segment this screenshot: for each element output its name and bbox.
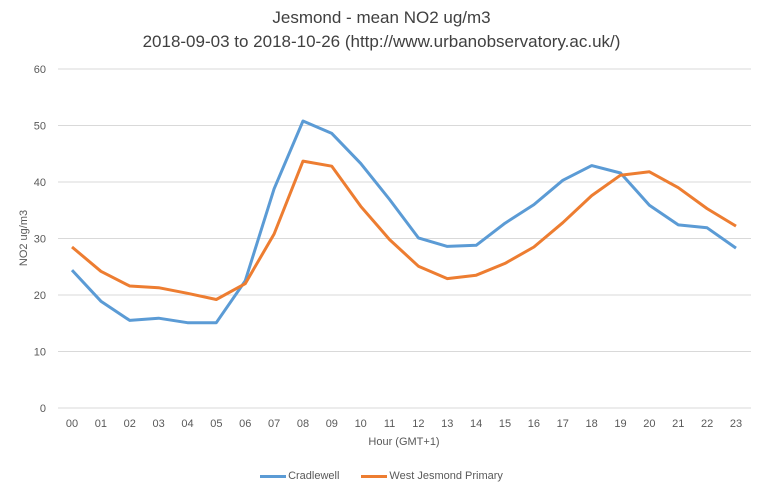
legend-swatch-west-jesmond-primary <box>361 474 388 478</box>
x-tick-label: 17 <box>557 418 569 430</box>
y-tick-label: 50 <box>34 121 46 133</box>
x-tick-label: 01 <box>95 418 107 430</box>
x-tick-label: 12 <box>412 418 424 430</box>
legend-label-west-jesmond-primary: West Jesmond Primary <box>389 470 503 482</box>
x-tick-label: 10 <box>355 418 367 430</box>
x-tick-label: 23 <box>730 418 742 430</box>
series-line-cradlewell <box>70 119 737 325</box>
x-tick-label: 02 <box>124 418 136 430</box>
x-tick-label: 06 <box>239 418 251 430</box>
x-tick-label: 00 <box>66 418 78 430</box>
legend-swatch-cradlewell <box>260 474 287 478</box>
gridlines <box>58 68 751 409</box>
y-tick-labels: 0 10 20 30 40 50 60 <box>34 64 46 415</box>
x-tick-label: 08 <box>297 418 309 430</box>
x-tick-labels: 00 01 02 03 04 05 06 07 08 09 10 11 12 13 14 15 16 17 18 19… <box>66 418 742 430</box>
x-tick-label: 15 <box>499 418 511 430</box>
x-tick-label: 03 <box>152 418 164 430</box>
x-tick-label: 09 <box>326 418 338 430</box>
x-tick-label: 19 <box>614 418 626 430</box>
y-tick-label: 40 <box>34 177 46 189</box>
legend-label-cradlewell: Cradlewell <box>288 470 340 482</box>
x-tick-label: 21 <box>672 418 684 430</box>
x-tick-label: 04 <box>181 418 193 430</box>
chart-subtitle: 2018-09-03 to 2018-10-26 (http://www.urb… <box>142 32 621 51</box>
legend-item-west-jesmond-primary[interactable]: West Jesmond Primary <box>361 470 503 482</box>
y-tick-label: 20 <box>34 290 46 302</box>
x-tick-label: 20 <box>643 418 655 430</box>
x-tick-label: 16 <box>528 418 540 430</box>
x-tick-label: 07 <box>268 418 280 430</box>
legend-item-cradlewell[interactable]: Cradlewell <box>260 470 339 482</box>
chart-title: Jesmond - mean NO2 ug/m3 <box>272 8 491 27</box>
y-tick-label: 30 <box>34 234 46 246</box>
legend: Cradlewell West Jesmond Primary <box>0 470 763 482</box>
x-tick-label: 22 <box>701 418 713 430</box>
series-line-west-jesmond-primary <box>71 159 737 301</box>
x-tick-label: 05 <box>210 418 222 430</box>
y-tick-label: 60 <box>34 64 46 76</box>
x-tick-label: 18 <box>586 418 598 430</box>
x-tick-label: 11 <box>384 418 395 430</box>
x-axis-label: Hour (GMT+1) <box>368 436 439 448</box>
x-tick-label: 14 <box>470 418 482 430</box>
y-tick-label: 10 <box>34 347 46 359</box>
y-axis-label: NO2 ug/m3 <box>18 210 30 266</box>
series-lines <box>70 119 737 325</box>
x-tick-label: 13 <box>441 418 453 430</box>
y-tick-label: 0 <box>40 403 46 415</box>
